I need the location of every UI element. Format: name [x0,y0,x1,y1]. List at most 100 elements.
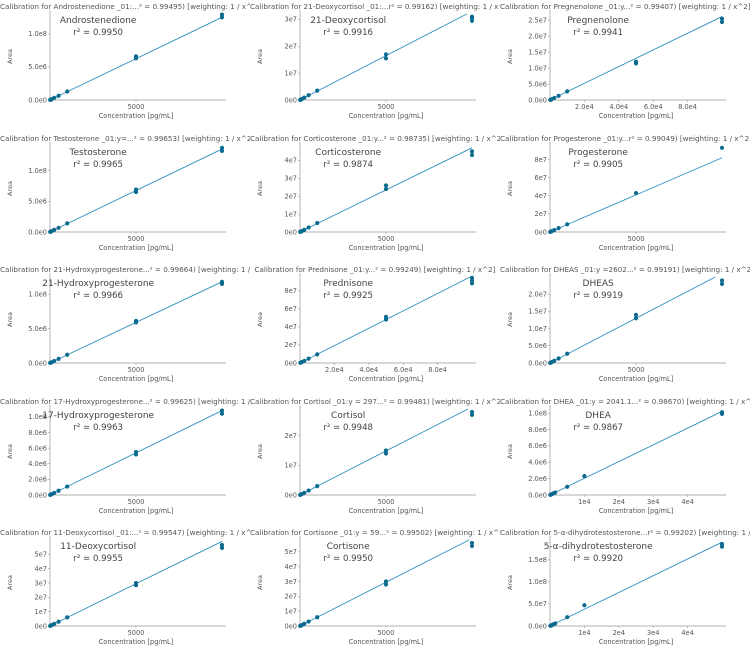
data-point [383,314,389,320]
data-point [469,541,475,546]
y-tick-label: 1.0e8 [528,409,547,417]
data-point [719,16,725,21]
x-axis-label: Concentration [pg/mL] [598,506,674,515]
y-tick-label: 0e0 [285,491,297,499]
data-point [219,12,225,17]
r-squared-label: r² = 0.9925 [323,291,374,302]
data-point [565,221,570,226]
data-point [383,56,389,61]
data-point [633,316,639,321]
data-point [383,451,389,456]
y-tick-label: 1.5e7 [528,308,547,316]
y-tick-label: 5e7 [35,551,47,559]
x-axis-label: Concentration [pg/mL] [98,375,174,384]
y-tick-label: 6.0e6 [28,444,47,452]
y-tick-label: 1.0e8 [528,579,547,587]
chart-plot: 0.0e0 5.0e7 1.0e8 1.5e8 1e4 2e4 3e4 4e4 [528,536,726,637]
chart-plot: 0e0 1e7 2e7 5000 [285,404,476,506]
data-point [469,275,475,281]
regression-line [549,542,723,627]
calibration-chart: Calibration for DHEA _01:y = 2041.1...² … [500,395,750,526]
data-point [552,227,557,232]
y-tick-label: 2.0e6 [28,475,47,483]
y-tick-label: 0.0e0 [28,491,47,499]
y-tick-label: 0.0e0 [528,359,547,367]
r-squared-label: r² = 0.9919 [573,291,624,302]
data-point [556,356,561,361]
data-point [52,95,57,100]
data-point [65,89,70,94]
y-tick-label: 0e0 [35,623,47,631]
data-point [719,281,725,287]
y-axis-label: Area [506,180,514,196]
data-point [633,59,639,64]
r-squared-label: r² = 0.9874 [323,159,374,170]
y-tick-label: 5.0e6 [528,342,547,350]
data-point [719,19,725,25]
regression-line [549,276,716,364]
data-point [302,490,307,495]
data-point [565,351,570,356]
data-point [65,484,70,489]
data-point [383,182,389,188]
x-tick-label: 2.0e4 [325,366,344,374]
y-tick-label: 3e7 [285,16,297,24]
y-tick-label: 1.0e8 [28,291,47,299]
x-axis-label: Concentration [pg/mL] [348,638,424,647]
y-tick-label: 5.0e6 [528,80,547,88]
y-tick-label: 6e7 [535,174,547,182]
data-point [52,359,57,364]
chart-title: Calibration for 21-Hydroxyprogesterone..… [0,265,250,275]
r-squared-label: r² = 0.9966 [73,291,124,302]
y-tick-label: 5e7 [285,549,297,557]
x-tick-label: 3e4 [647,629,659,637]
data-point [383,186,389,191]
chart-title: Calibration for 11-Deoxycortisol _01:...… [0,528,250,538]
y-tick-label: 4e7 [285,323,297,331]
chart-plot: 0e0 2e7 4e7 6e7 8e7 5000 [535,141,726,243]
x-axis-label: Concentration [pg/mL] [98,638,174,647]
y-tick-label: 0.0e0 [28,359,47,367]
y-tick-label: 1.5e8 [528,557,547,565]
chart-title: Calibration for Corticosterone _01:y...²… [250,133,500,143]
chart-plot: 0.0e0 5.0e6 1.0e7 1.5e7 2.0e7 5000 [528,273,726,374]
calibration-chart: Calibration for Cortisol _01:y = 297...²… [250,395,500,526]
data-point [133,187,139,192]
compound-name: Cortisone [326,542,370,553]
y-tick-label: 2e7 [285,341,297,349]
chart-title: Calibration for DHEAS _01:y =2602...² = … [500,265,750,275]
x-tick-label: 2e4 [613,629,625,637]
data-point [133,54,139,59]
y-axis-label: Area [6,575,14,591]
x-axis-label: Concentration [pg/mL] [348,112,424,120]
data-point [582,473,587,479]
x-tick-label: 4e4 [681,498,693,506]
x-tick-label: 3e4 [647,498,659,506]
y-tick-label: 3e7 [35,580,47,588]
chart-plot: 0.0e0 5.0e6 1.0e8 5000 [28,273,226,374]
calibration-chart: Calibration for Progesterone _01:y...r² … [500,132,750,263]
data-point [219,408,225,413]
chart-plot: 0.0e0 5.0e6 1.0e7 1.5e7 2.0e7 2.5e7 2.0e4 4.0e4… [528,10,726,111]
chart-title: Calibration for Prednisone _01:y...² = 0… [254,265,496,275]
calibration-chart: Calibration for 21-Deoxycortisol _01:...… [250,0,500,131]
y-tick-label: 4e7 [285,563,297,571]
y-axis-label: Area [506,443,514,459]
y-tick-label: 0e0 [535,228,547,236]
y-tick-label: 1.0e8 [28,30,47,38]
regression-line [549,410,723,496]
data-point [133,319,139,324]
data-point [306,488,311,493]
data-point [219,145,225,150]
compound-name: 17-Hydroxyprogesterone [42,410,155,421]
y-tick-label: 3e7 [285,174,297,182]
data-point [383,582,389,587]
calibration-chart: Calibration for Testosterone _01:y=...² … [0,132,250,263]
compound-name: Cortisol [331,410,366,421]
data-point [302,227,307,232]
x-axis-label: Concentration [pg/mL] [598,243,674,252]
y-tick-label: 4.0e6 [28,460,47,468]
data-point [65,615,70,620]
data-point [56,488,61,493]
y-axis-label: Area [256,49,264,64]
